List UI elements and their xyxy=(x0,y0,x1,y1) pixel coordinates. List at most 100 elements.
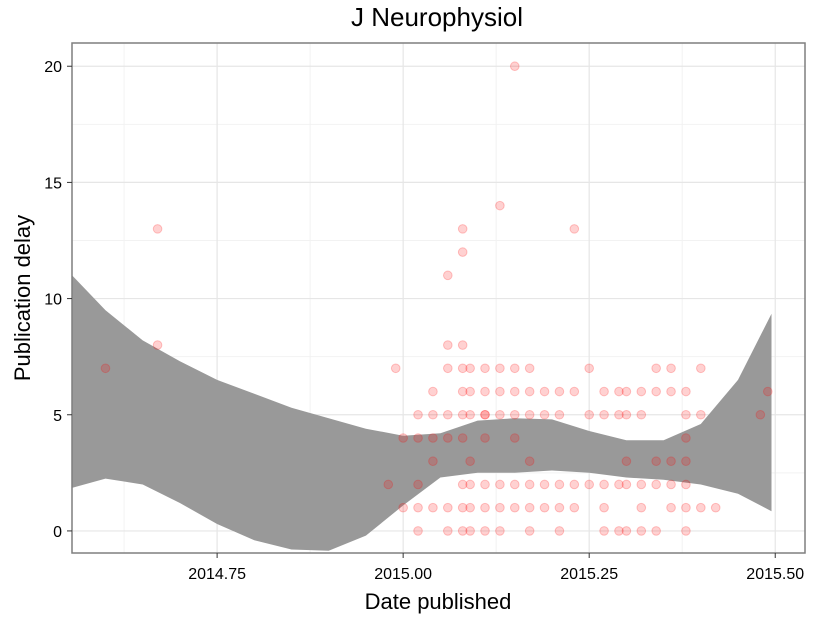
data-point xyxy=(696,409,706,420)
x-tick-label: 2014.75 xyxy=(188,566,246,583)
data-point xyxy=(457,479,468,490)
data-point xyxy=(539,409,550,420)
data-point xyxy=(599,526,609,536)
data-point xyxy=(465,479,475,490)
data-point xyxy=(651,456,661,467)
data-point xyxy=(524,502,535,513)
data-point xyxy=(621,386,632,397)
smooth-band xyxy=(72,275,772,551)
data-point xyxy=(457,224,468,234)
data-point xyxy=(569,502,580,513)
data-point xyxy=(457,340,468,350)
data-point xyxy=(614,479,624,490)
data-point xyxy=(681,526,691,536)
data-point xyxy=(457,502,468,513)
y-tick-label: 0 xyxy=(53,524,62,541)
data-point xyxy=(495,409,505,420)
data-point xyxy=(457,409,468,420)
data-point xyxy=(666,502,676,513)
x-axis: 2014.75 2015.00 2015.25 2015.50 xyxy=(188,553,804,583)
data-point xyxy=(443,270,453,281)
chart-title: J Neurophysiol xyxy=(351,2,523,32)
data-point xyxy=(614,409,624,420)
data-point xyxy=(509,61,520,72)
confidence-band xyxy=(72,275,772,551)
data-point xyxy=(621,409,632,420)
data-point xyxy=(480,409,490,420)
data-point xyxy=(383,479,394,490)
data-point xyxy=(428,386,438,397)
data-point xyxy=(696,363,706,374)
y-axis: 0 5 10 15 20 xyxy=(44,59,72,541)
data-point xyxy=(621,456,632,467)
data-point xyxy=(495,526,505,536)
y-axis-label: Publication delay xyxy=(10,215,35,381)
data-point xyxy=(762,386,773,397)
data-point xyxy=(509,386,520,397)
data-point xyxy=(554,502,565,513)
data-point xyxy=(666,479,676,490)
data-point xyxy=(614,526,624,536)
data-point xyxy=(480,386,490,397)
data-point xyxy=(554,409,565,420)
data-point xyxy=(651,363,661,374)
data-point xyxy=(636,386,647,397)
data-point xyxy=(554,479,565,490)
data-point xyxy=(599,386,609,397)
data-point xyxy=(398,433,408,443)
data-point xyxy=(443,363,453,374)
data-point xyxy=(509,433,520,443)
data-point xyxy=(539,479,550,490)
x-tick-label: 2015.50 xyxy=(746,566,804,583)
data-points xyxy=(100,61,773,536)
data-point xyxy=(443,502,453,513)
data-point xyxy=(621,479,632,490)
data-point xyxy=(666,386,676,397)
data-point xyxy=(428,433,438,443)
data-point xyxy=(413,479,423,490)
data-point xyxy=(599,479,609,490)
data-point xyxy=(554,526,565,536)
data-point xyxy=(651,479,661,490)
data-point xyxy=(509,409,520,420)
data-point xyxy=(681,433,691,443)
data-point xyxy=(495,386,505,397)
data-point xyxy=(584,409,594,420)
data-point xyxy=(480,526,490,536)
data-point xyxy=(495,479,505,490)
data-point xyxy=(636,479,647,490)
data-point xyxy=(539,502,550,513)
y-tick-label: 5 xyxy=(53,408,62,425)
data-point xyxy=(696,502,706,513)
data-point xyxy=(457,433,468,443)
data-point xyxy=(681,456,691,467)
data-point xyxy=(651,386,661,397)
data-point xyxy=(509,479,520,490)
data-point xyxy=(152,340,163,350)
data-point xyxy=(443,340,453,350)
data-point xyxy=(152,224,163,234)
data-point xyxy=(457,526,468,536)
data-point xyxy=(569,479,580,490)
data-point xyxy=(480,409,490,420)
x-tick-label: 2015.00 xyxy=(374,566,432,583)
data-point xyxy=(457,247,468,257)
data-point xyxy=(100,363,111,374)
y-tick-label: 20 xyxy=(44,59,62,76)
data-point xyxy=(443,526,453,536)
data-point xyxy=(413,433,423,443)
data-point xyxy=(666,456,676,467)
data-point xyxy=(428,502,438,513)
data-point xyxy=(465,456,475,467)
data-point xyxy=(524,456,535,467)
data-point xyxy=(465,502,475,513)
data-point xyxy=(509,502,520,513)
data-point xyxy=(428,456,438,467)
data-point xyxy=(509,363,520,374)
data-point xyxy=(710,502,721,513)
data-point xyxy=(480,502,490,513)
data-point xyxy=(584,363,594,374)
y-tick-label: 10 xyxy=(44,292,62,309)
data-point xyxy=(443,409,453,420)
data-point xyxy=(480,363,490,374)
